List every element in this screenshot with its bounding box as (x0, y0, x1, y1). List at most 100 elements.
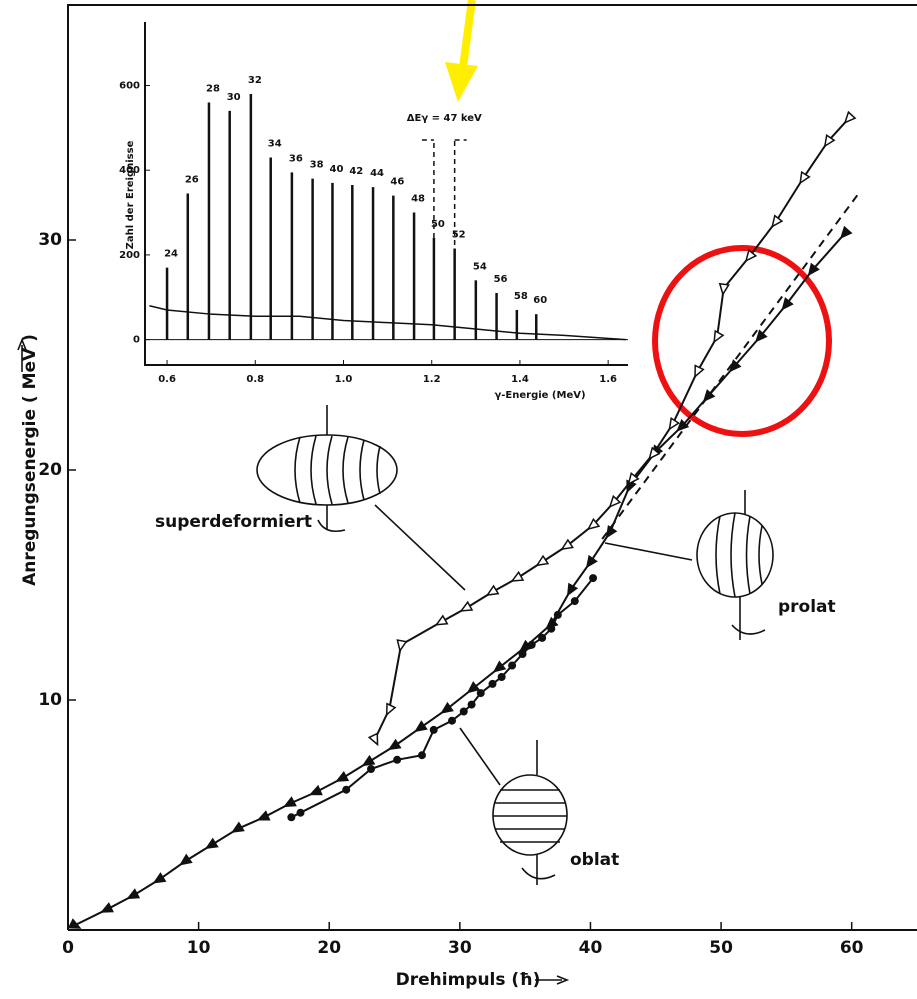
peak-label: 52 (452, 230, 466, 241)
point (648, 446, 661, 460)
x-tick-label: 60 (840, 938, 864, 958)
x-tick-label: 10 (187, 938, 211, 958)
point (547, 624, 556, 633)
point (560, 538, 574, 551)
point (713, 329, 725, 344)
peak-label: 32 (248, 75, 262, 86)
x-tick-label: 0.6 (158, 374, 176, 385)
point (488, 679, 497, 688)
x-tick-label: 30 (448, 938, 472, 958)
x-tick-label: 50 (709, 938, 733, 958)
peak-label: 28 (206, 83, 220, 94)
peak-label: 58 (514, 291, 528, 302)
x-tick-label: 0 (62, 938, 74, 958)
point (497, 673, 506, 681)
point (566, 582, 579, 597)
peak-label: 56 (494, 274, 508, 285)
peak-label: 34 (268, 139, 282, 150)
point (459, 707, 468, 716)
annotation: superdeformiert (155, 512, 312, 532)
x-tick-label: 0.8 (246, 374, 264, 385)
point (476, 689, 485, 698)
peak-label: 38 (310, 160, 324, 171)
inset-x-label: γ-Energie (MeV) (494, 390, 585, 401)
point (694, 364, 705, 379)
point (342, 785, 351, 794)
y-tick-label: 600 (119, 81, 140, 92)
y-tick-label: 20 (38, 460, 62, 480)
point (781, 297, 794, 311)
point (518, 650, 527, 658)
point (467, 700, 476, 709)
axes-frame (67, 4, 917, 931)
point (508, 661, 517, 670)
point (771, 214, 784, 228)
point (387, 738, 402, 751)
peak-label: 50 (431, 219, 445, 230)
inset-axes (144, 22, 628, 366)
peak-label: 42 (349, 166, 363, 177)
point (585, 554, 598, 569)
x-tick-label: 20 (317, 938, 341, 958)
point (676, 418, 690, 432)
y-axis-label: Anregungsenergie ( MeV ) (20, 334, 40, 586)
peak-label: 44 (370, 168, 384, 179)
point (414, 720, 428, 733)
point (367, 765, 376, 773)
point (570, 597, 579, 606)
point (799, 170, 811, 185)
point (126, 888, 141, 900)
point (396, 639, 408, 653)
point (755, 329, 768, 343)
x-tick-label: 40 (579, 938, 603, 958)
point (231, 821, 245, 833)
point (287, 813, 296, 822)
point (807, 262, 820, 277)
point (385, 702, 397, 717)
peak-label: 60 (533, 295, 547, 306)
peak-label: 48 (411, 194, 425, 205)
point (485, 584, 500, 597)
point (335, 771, 350, 782)
point (744, 248, 758, 263)
point (448, 716, 457, 725)
inset-y-label: Zahl der Ereignisse (125, 140, 136, 249)
point (296, 808, 305, 817)
peak-label: 24 (164, 249, 178, 260)
point (553, 610, 562, 619)
point (179, 853, 193, 866)
point (434, 614, 449, 626)
series-line (601, 193, 860, 540)
point (361, 754, 376, 767)
x-tick-label: 1.0 (335, 374, 353, 385)
series-line (374, 117, 850, 740)
x-tick-label: 1.4 (511, 374, 529, 385)
point (823, 134, 836, 148)
point (843, 110, 857, 124)
y-tick-label: 200 (119, 250, 140, 261)
y-tick-label: 10 (38, 690, 62, 710)
y-tick-label: 0 (133, 335, 140, 346)
point (459, 600, 474, 612)
x-axis-label: Drehimpuls (ħ) (396, 970, 541, 990)
peak-label: 54 (473, 261, 487, 272)
peak-label: 36 (289, 153, 303, 164)
annotation: prolat (778, 597, 836, 617)
point (100, 902, 114, 913)
point (589, 574, 598, 583)
point (535, 554, 550, 567)
background (149, 304, 626, 341)
point (367, 732, 379, 747)
point (308, 784, 323, 796)
peak-label: 40 (330, 164, 344, 175)
point (283, 796, 297, 808)
point (440, 701, 454, 714)
highlight-circle (652, 245, 832, 437)
x-tick-label: 1.2 (423, 374, 441, 385)
point (492, 660, 507, 673)
annotation: oblat (570, 850, 619, 870)
point (67, 918, 82, 929)
point (718, 282, 730, 297)
point (668, 416, 681, 431)
